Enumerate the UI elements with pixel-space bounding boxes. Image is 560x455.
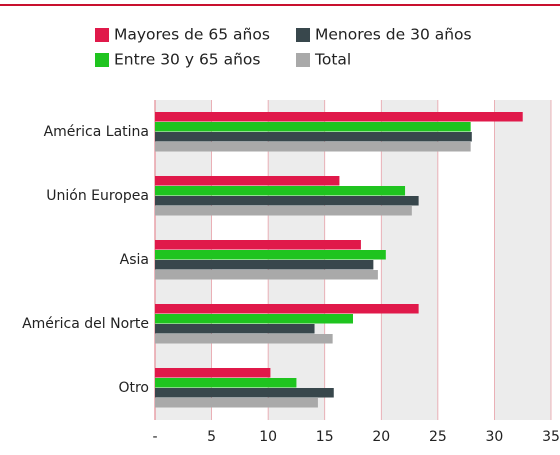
bar — [155, 270, 378, 280]
bar — [155, 398, 318, 408]
x-tick-label: - — [152, 429, 157, 445]
bar — [155, 378, 297, 388]
legend-swatch — [296, 28, 310, 42]
x-tick-label: 5 — [207, 429, 216, 445]
legend-label: Entre 30 y 65 años — [114, 51, 260, 69]
bar — [155, 368, 271, 378]
bar — [155, 196, 419, 206]
bar — [155, 304, 419, 314]
legend-label: Mayores de 65 años — [114, 26, 270, 44]
band — [381, 100, 438, 420]
legend-swatch — [95, 28, 109, 42]
legend-swatch — [95, 53, 109, 67]
y-tick-label: América del Norte — [22, 316, 149, 332]
bar — [155, 206, 412, 216]
bar — [155, 260, 374, 270]
bar — [155, 334, 333, 344]
y-tick-label: Otro — [118, 380, 149, 396]
band — [494, 100, 551, 420]
bar — [155, 186, 406, 196]
legend-label: Total — [314, 51, 351, 69]
bar — [155, 314, 353, 324]
x-tick-label: 35 — [542, 429, 560, 445]
bar — [155, 250, 386, 260]
bar — [155, 122, 471, 132]
bar — [155, 176, 340, 186]
y-tick-label: Unión Europea — [46, 188, 149, 204]
bar — [155, 132, 472, 142]
bar — [155, 388, 334, 398]
y-tick-label: Asia — [120, 252, 149, 268]
y-tick-label: América Latina — [44, 124, 149, 140]
bar — [155, 112, 523, 122]
x-tick-label: 30 — [486, 429, 504, 445]
bar — [155, 142, 471, 152]
legend-label: Menores de 30 años — [315, 26, 472, 44]
bar — [155, 240, 361, 250]
bar — [155, 324, 315, 334]
x-tick-label: 15 — [316, 429, 334, 445]
x-tick-label: 20 — [372, 429, 390, 445]
x-tick-label: 25 — [429, 429, 447, 445]
legend-swatch — [296, 53, 310, 67]
x-tick-label: 10 — [259, 429, 277, 445]
